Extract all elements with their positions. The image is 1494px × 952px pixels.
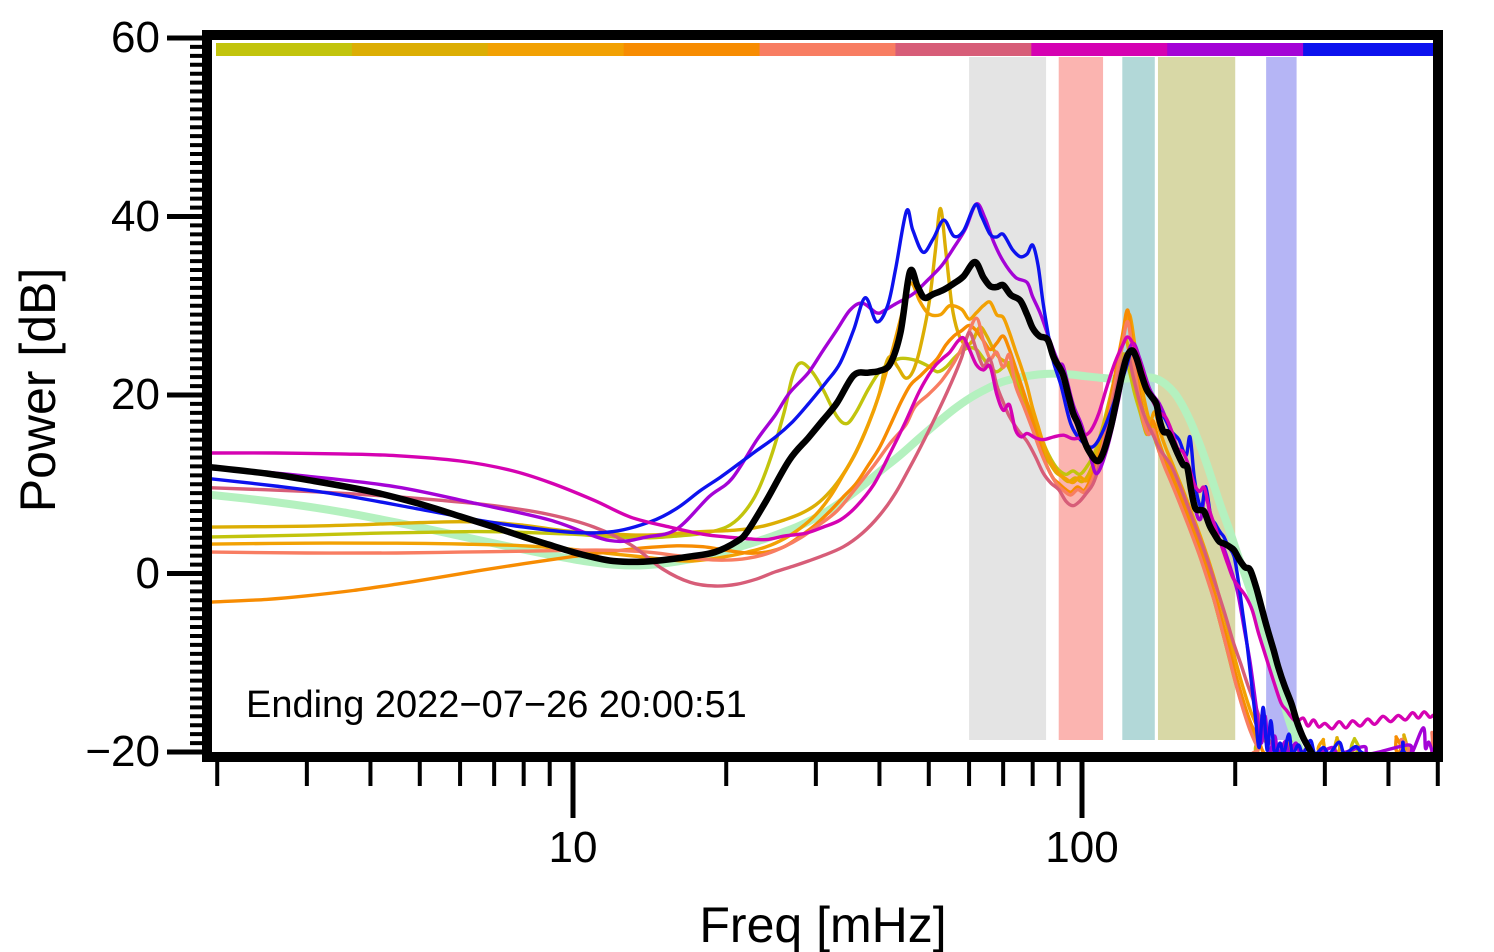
series-psd-7	[212, 335, 1433, 731]
y-tick-label-m20: −20	[85, 727, 160, 776]
y-tick-label-40: 40	[111, 191, 160, 241]
frequency-band	[1266, 57, 1297, 740]
series-psd-5	[212, 316, 1433, 752]
series-psd-9	[212, 202, 1407, 752]
y-tick-label-20: 20	[111, 370, 160, 419]
series-mean-psd	[212, 258, 1315, 752]
colorbar-segment	[1303, 43, 1440, 56]
x-tick-label-10: 10	[548, 823, 598, 872]
y-tick-label-60: 60	[111, 13, 160, 62]
y-axis-title: Power [dB]	[10, 267, 66, 513]
ending-timestamp-annotation: Ending 2022−07−26 20:00:51	[246, 684, 747, 726]
y-tick-label-0: 0	[135, 548, 160, 598]
series-psd-6	[212, 330, 1279, 752]
time-colorbar	[216, 43, 1440, 56]
plot-frame	[202, 30, 1443, 762]
colorbar-segment	[759, 43, 896, 56]
x-tick-label-100: 100	[1045, 823, 1119, 872]
colorbar-segment	[895, 43, 1032, 56]
frequency-bands	[969, 57, 1297, 740]
colorbar-segment	[1031, 43, 1168, 56]
axis-ticks	[167, 35, 1440, 818]
frequency-band	[969, 57, 1047, 740]
colorbar-segment	[487, 43, 625, 56]
colorbar-segment	[623, 43, 761, 56]
series-psd-4	[212, 308, 1403, 752]
spectra-curves	[212, 202, 1433, 752]
x-axis-title: Freq [mHz]	[699, 897, 947, 952]
colorbar-segment	[351, 43, 489, 56]
colorbar-segment	[216, 43, 353, 56]
colorbar-segment	[1167, 43, 1304, 56]
